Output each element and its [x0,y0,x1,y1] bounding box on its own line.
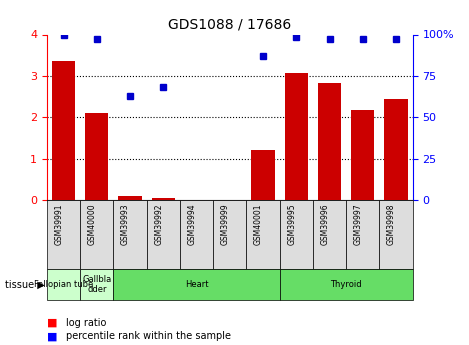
Text: GSM39991: GSM39991 [54,204,63,245]
Bar [80,200,113,269]
Text: GSM39998: GSM39998 [387,204,396,245]
Bar [285,72,308,200]
Text: GSM40001: GSM40001 [254,204,263,245]
Bar [313,200,346,269]
Bar [280,269,413,300]
Bar [385,99,408,200]
Bar [151,198,175,200]
Bar [80,269,113,300]
Text: GSM39994: GSM39994 [188,204,197,245]
Text: GSM39995: GSM39995 [287,204,296,245]
Text: Gallbla
dder: Gallbla dder [82,275,112,294]
Text: GSM39992: GSM39992 [154,204,163,245]
Text: log ratio: log ratio [66,318,106,327]
Text: GSM39993: GSM39993 [121,204,130,245]
Bar [47,200,80,269]
Bar [280,200,313,269]
Bar [180,200,213,269]
Bar [351,110,374,200]
Text: GSM40000: GSM40000 [88,204,97,245]
Text: percentile rank within the sample: percentile rank within the sample [66,332,231,341]
Bar [47,269,80,300]
Text: Thyroid: Thyroid [330,280,362,289]
Text: Heart: Heart [185,280,208,289]
Bar [251,150,275,200]
Text: GSM39999: GSM39999 [221,204,230,245]
Text: GSM39996: GSM39996 [321,204,330,245]
Bar [113,269,280,300]
Bar [147,200,180,269]
Bar [213,200,246,269]
Bar [85,113,108,200]
Text: ■: ■ [47,318,57,327]
Bar [318,83,341,200]
Text: ■: ■ [47,332,57,341]
Title: GDS1088 / 17686: GDS1088 / 17686 [168,18,291,32]
Text: Fallopian tube: Fallopian tube [34,280,93,289]
Bar [379,200,413,269]
Bar [113,200,147,269]
Bar [346,200,379,269]
Bar [52,61,75,200]
Text: tissue ▶: tissue ▶ [5,280,45,289]
Text: GSM39997: GSM39997 [354,204,363,245]
Bar [246,200,280,269]
Bar [118,196,142,200]
